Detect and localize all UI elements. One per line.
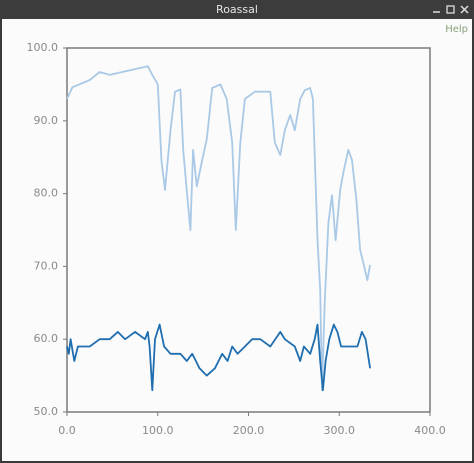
series-line: [66, 323, 371, 392]
x-tick-label: 400.0: [414, 424, 446, 437]
series-line: [66, 65, 371, 392]
x-tick-label: 100.0: [142, 424, 174, 437]
help-link[interactable]: Help: [445, 24, 468, 35]
title-bar: [0, 0, 474, 19]
maximize-button[interactable]: [446, 5, 455, 14]
x-tick-label: 200.0: [233, 424, 265, 437]
window-title: Roassal: [216, 3, 258, 16]
y-tick-label: 60.0: [34, 332, 59, 345]
y-tick-label: 90.0: [34, 114, 59, 127]
y-tick-label: 70.0: [34, 259, 59, 272]
y-tick-label: 100.0: [27, 41, 59, 54]
y-tick-label: 80.0: [34, 187, 59, 200]
window-buttons[interactable]: [433, 5, 469, 14]
x-tick-label: 300.0: [324, 424, 356, 437]
close-button[interactable]: [460, 5, 469, 14]
y-tick-label: 50.0: [34, 405, 59, 418]
window-content: [2, 19, 472, 461]
x-tick-label: 0.0: [58, 424, 76, 437]
